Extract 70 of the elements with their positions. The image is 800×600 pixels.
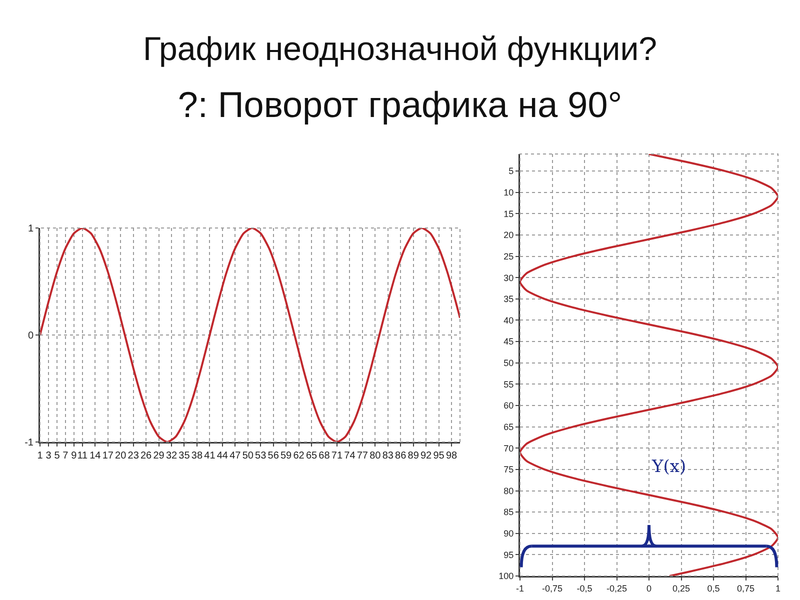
x-tick-label: 3 <box>46 450 52 462</box>
x-tick-label: 59 <box>280 450 292 462</box>
y-tick-label: 5 <box>508 166 514 176</box>
x-tick-label: 26 <box>140 450 152 462</box>
x-tick-label: 1 <box>37 450 44 462</box>
x-tick-label: 95 <box>433 450 445 462</box>
x-tick-label: -0,5 <box>576 583 592 594</box>
y-tick-label: 65 <box>504 422 514 432</box>
x-tick-label: 50 <box>242 450 254 462</box>
x-tick-label: 0,75 <box>736 583 755 594</box>
x-tick-label: 20 <box>115 450 127 462</box>
x-tick-label: 7 <box>62 450 69 462</box>
x-tick-label: 56 <box>268 450 280 462</box>
x-tick-label: 29 <box>153 450 165 462</box>
x-tick-label: 41 <box>204 450 216 462</box>
x-tick-label: -0,75 <box>542 583 563 594</box>
x-tick-label: 89 <box>408 450 420 462</box>
y-tick-label: 80 <box>504 486 514 496</box>
x-tick-label: 65 <box>306 450 318 462</box>
x-tick-label: 17 <box>102 450 114 462</box>
y-tick-label: 75 <box>504 464 514 475</box>
y-tick-label: 35 <box>504 294 514 304</box>
y-tick-label: -1 <box>24 438 34 448</box>
y-tick-label: 95 <box>504 550 514 560</box>
y-tick-label: 30 <box>504 272 514 283</box>
chart-title: График неоднозначной функции? <box>142 30 658 68</box>
x-tick-label: 0,5 <box>707 583 720 594</box>
ref-line-label: Y(x) <box>651 457 686 477</box>
x-tick-label: 47 <box>230 450 242 462</box>
chart-subtitle: ?: Поворот графика на 90° <box>176 84 624 126</box>
x-tick-label: 35 <box>178 450 190 462</box>
x-tick-label: 83 <box>382 450 394 462</box>
x-tick-label: 74 <box>344 450 356 462</box>
x-tick-label: 92 <box>420 450 432 462</box>
x-tick-label: 53 <box>255 450 267 462</box>
x-tick-label: 1 <box>775 583 781 594</box>
x-tick-label: 38 <box>191 450 203 462</box>
y-tick-label: 40 <box>504 315 514 326</box>
x-tick-label: 9 <box>71 450 78 462</box>
x-tick-label: 77 <box>356 450 368 462</box>
x-tick-label: 0,25 <box>672 583 690 594</box>
x-tick-label: 62 <box>293 450 305 462</box>
x-tick-label: -1 <box>516 583 524 594</box>
y-tick-label: 1 <box>28 224 34 234</box>
x-tick-label: -0,25 <box>606 583 628 594</box>
x-tick-label: 14 <box>90 450 102 462</box>
x-tick-label: 11 <box>77 450 88 462</box>
y-tick-label: 70 <box>504 443 514 454</box>
y-tick-label: 90 <box>504 528 514 539</box>
x-tick-label: 32 <box>166 450 178 462</box>
x-tick-label: 71 <box>331 450 343 462</box>
x-tick-label: 98 <box>446 450 458 462</box>
y-tick-label: 10 <box>504 188 514 198</box>
x-tick-label: 44 <box>216 450 228 462</box>
y-tick-label: 85 <box>504 507 514 518</box>
y-tick-label: 50 <box>504 358 514 368</box>
y-tick-label: 100 <box>498 571 514 582</box>
x-tick-label: 80 <box>370 450 382 462</box>
y-tick-label: 45 <box>504 336 514 347</box>
y-tick-label: 0 <box>28 330 34 342</box>
x-tick-label: 23 <box>128 450 140 462</box>
y-tick-label: 15 <box>504 208 514 219</box>
x-tick-label: 0 <box>646 583 652 594</box>
x-tick-label: 86 <box>395 450 407 462</box>
x-tick-label: 68 <box>318 450 330 462</box>
y-tick-label: 55 <box>504 379 514 390</box>
x-tick-label: 5 <box>54 450 60 462</box>
y-tick-label: 60 <box>504 400 514 411</box>
y-tick-label: 25 <box>504 251 514 262</box>
y-tick-label: 20 <box>504 230 514 240</box>
